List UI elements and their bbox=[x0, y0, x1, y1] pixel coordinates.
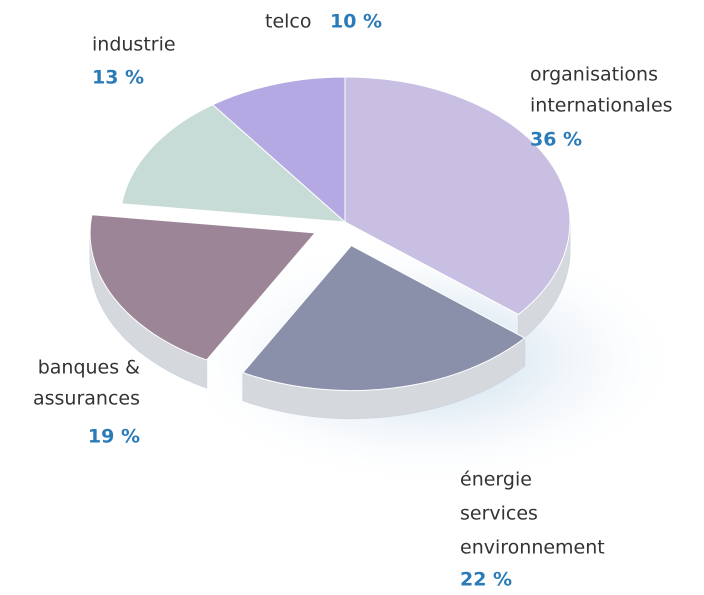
slice bbox=[344, 76, 571, 316]
category-label: organisations bbox=[530, 64, 658, 86]
slice bbox=[121, 104, 347, 223]
slice bbox=[89, 214, 317, 361]
value-label: 13 % bbox=[92, 67, 144, 89]
value-label: 10 % bbox=[330, 11, 382, 33]
labels: organisations internationales 36 % énergie s… bbox=[33, 11, 673, 591]
category-label: assurances bbox=[33, 388, 140, 410]
category-label: telco bbox=[265, 11, 312, 33]
slice bbox=[211, 76, 346, 224]
category-label: services bbox=[460, 503, 538, 525]
category-label: industrie bbox=[92, 34, 176, 56]
category-label: environnement bbox=[460, 537, 605, 559]
value-label: 19 % bbox=[88, 426, 140, 448]
pie-tops bbox=[89, 76, 571, 392]
category-label: banques & bbox=[38, 357, 140, 379]
slice bbox=[242, 244, 526, 392]
category-label: internationales bbox=[530, 95, 673, 117]
value-label: 22 % bbox=[460, 569, 512, 591]
category-label: énergie bbox=[460, 469, 532, 491]
value-label: 36 % bbox=[530, 129, 582, 151]
